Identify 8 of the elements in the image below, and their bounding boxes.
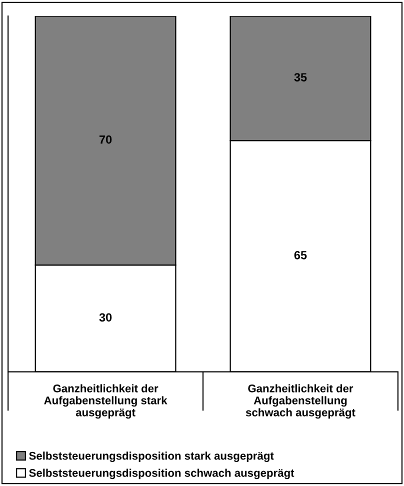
data-label: 35: [294, 73, 307, 82]
legend-label: Selbststeuerungsdisposition stark ausgeprägt: [29, 452, 274, 462]
data-label: 70: [99, 135, 112, 144]
data-label: 30: [99, 313, 112, 322]
data-label: 65: [294, 250, 307, 260]
x-tick-label: Ganzheitlichkeit der Aufgabenstellung schwach ausgeprägt: [246, 384, 356, 419]
legend-label: Selbststeuerungsdisposition schwach ausgeprägt: [29, 468, 294, 480]
x-tick-label: Ganzheitlichkeit der Aufgabenstellung stark ausgeprägt: [44, 384, 168, 419]
